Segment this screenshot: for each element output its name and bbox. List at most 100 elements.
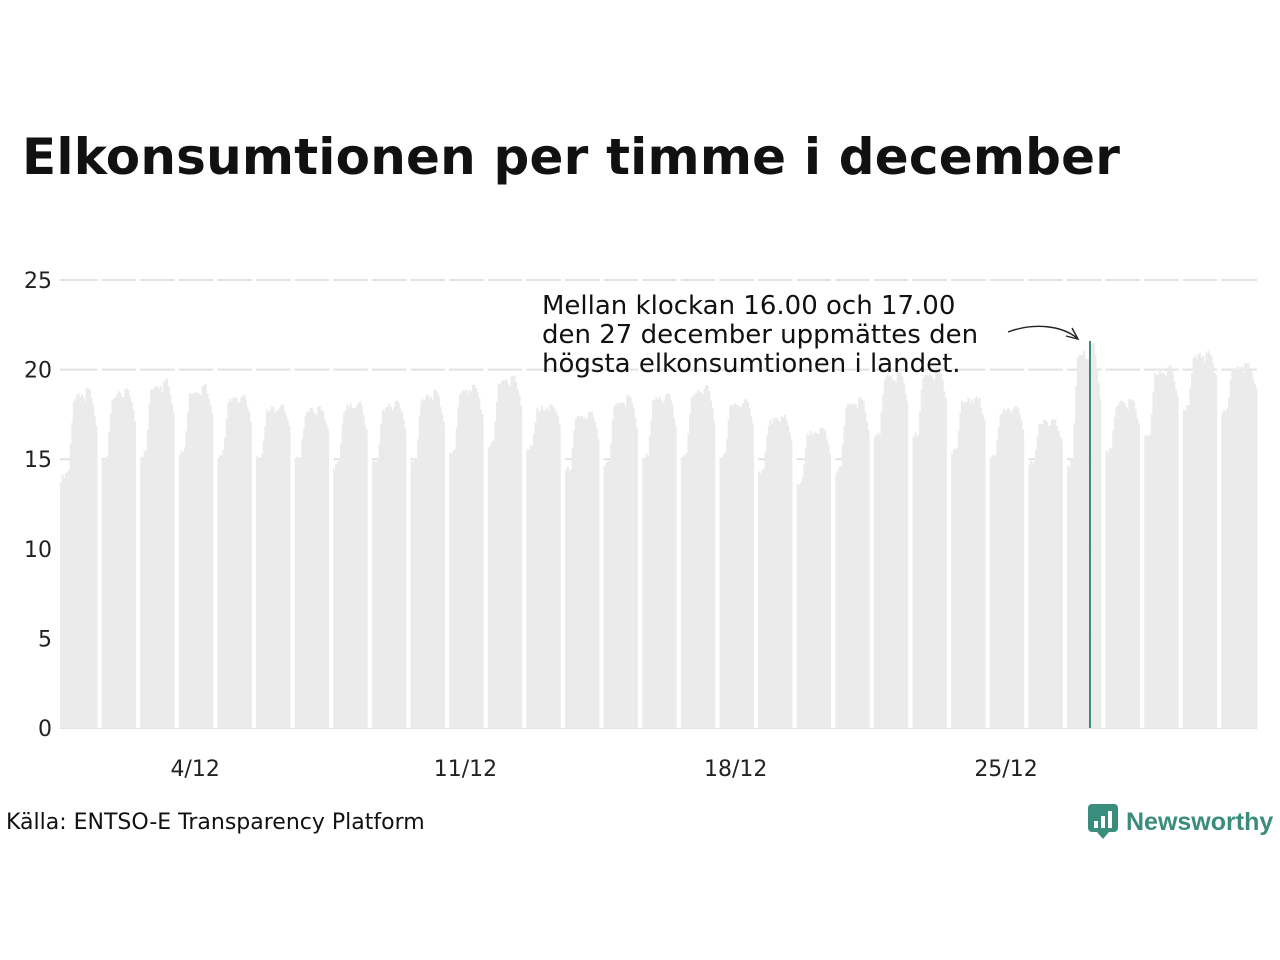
bar-hour [846, 404, 849, 728]
bar-hour [500, 381, 503, 728]
bar-hour [849, 405, 852, 728]
bar-hour [610, 443, 613, 728]
bar-hour [460, 392, 463, 728]
bar-hour [341, 424, 344, 728]
bar-hour [980, 408, 983, 728]
bar-hour [967, 397, 970, 728]
bar-hour [481, 414, 484, 728]
bar-hour [664, 395, 667, 728]
bar-hour [912, 437, 915, 728]
bar-hour [352, 407, 355, 728]
bar-hour [906, 400, 909, 728]
bar-hour [463, 391, 466, 728]
bar-hour [394, 400, 397, 728]
bar-hour [896, 372, 899, 728]
bar-hour [1231, 368, 1234, 728]
bar-hour [653, 400, 656, 728]
bar-hour [179, 454, 182, 728]
bar-hour [660, 399, 663, 728]
bar-hour [471, 384, 474, 728]
bar-hour [314, 414, 317, 728]
bar-hour [1099, 398, 1102, 728]
bar-hour [1245, 363, 1248, 728]
bar-hour [430, 397, 433, 728]
bar-hour [259, 459, 262, 728]
bar-hour [867, 430, 870, 728]
bar-hour [82, 397, 85, 728]
bar-hour [531, 445, 534, 728]
bar-hour [450, 453, 453, 728]
bar-hour [544, 410, 547, 728]
bar-hour [1017, 408, 1020, 728]
bar-hour [108, 431, 111, 728]
bar-hour [938, 369, 941, 728]
bar-hour [1126, 408, 1129, 728]
bar-hour [60, 482, 63, 728]
bar-hour [315, 415, 318, 728]
bar-hour [1055, 425, 1058, 728]
bar-hour [981, 414, 984, 728]
bar-hour [642, 458, 645, 728]
bar-hour [236, 403, 239, 728]
bar-hour [84, 401, 87, 728]
bar-hour [594, 422, 597, 728]
day-gap [1101, 240, 1106, 728]
bar-gaps [97, 240, 1222, 728]
bar-hour [1207, 350, 1210, 728]
bar-hour [1173, 381, 1176, 728]
bar-hour [952, 449, 955, 728]
bar-hour [624, 406, 627, 728]
bar-hour [143, 450, 146, 728]
bar-hour [1020, 420, 1023, 728]
bar-hour [991, 454, 994, 728]
bar-hour [124, 389, 127, 728]
bar-hour [384, 407, 388, 728]
bar-hour [114, 397, 117, 728]
bar-hour [459, 394, 462, 728]
bar-hour [270, 406, 273, 728]
annotation-arrowhead [1065, 327, 1080, 341]
bar-hour [578, 415, 581, 728]
bar-hour [978, 397, 981, 728]
bar-hour [970, 399, 973, 728]
bar-hour [282, 404, 285, 728]
bar-hour [700, 392, 703, 728]
bar-hour [798, 484, 801, 728]
bar-hour [537, 412, 540, 728]
bar-hour [273, 412, 276, 728]
bar-hour [320, 409, 323, 728]
bar-hour [410, 460, 413, 728]
day-gap [792, 240, 797, 728]
bar-hour [473, 384, 476, 728]
bar-hour [1041, 425, 1044, 728]
bar-hour [1186, 405, 1189, 728]
bar-hour [882, 394, 885, 728]
bar-hour [346, 404, 349, 728]
bar-hour [393, 407, 396, 728]
bar-hour [389, 406, 392, 728]
bar-hour [1170, 366, 1173, 728]
bar-hour [923, 374, 926, 728]
bar-hour [996, 439, 999, 728]
bar-hour [203, 384, 206, 728]
bar-hour [127, 390, 130, 728]
bar-hour [1228, 398, 1231, 728]
bar-hour [275, 410, 278, 728]
bar-hour [1136, 418, 1139, 728]
bar-hour [1236, 366, 1239, 728]
bar-hour [507, 383, 510, 728]
bar-hour [1211, 362, 1214, 728]
bar-hour [1028, 464, 1031, 728]
bar-hour [418, 415, 421, 728]
bar-hour [1215, 374, 1218, 728]
bar-hour [109, 413, 112, 728]
bar-hour [283, 411, 286, 728]
bar-hour [381, 409, 384, 728]
bar-hour [775, 418, 778, 728]
bar-hour [1147, 435, 1150, 728]
bar-hour [191, 394, 194, 728]
bar-hour [838, 466, 841, 728]
bar-hour [809, 430, 812, 728]
highlight-layer [1088, 340, 1091, 728]
bar-hour [915, 436, 918, 728]
